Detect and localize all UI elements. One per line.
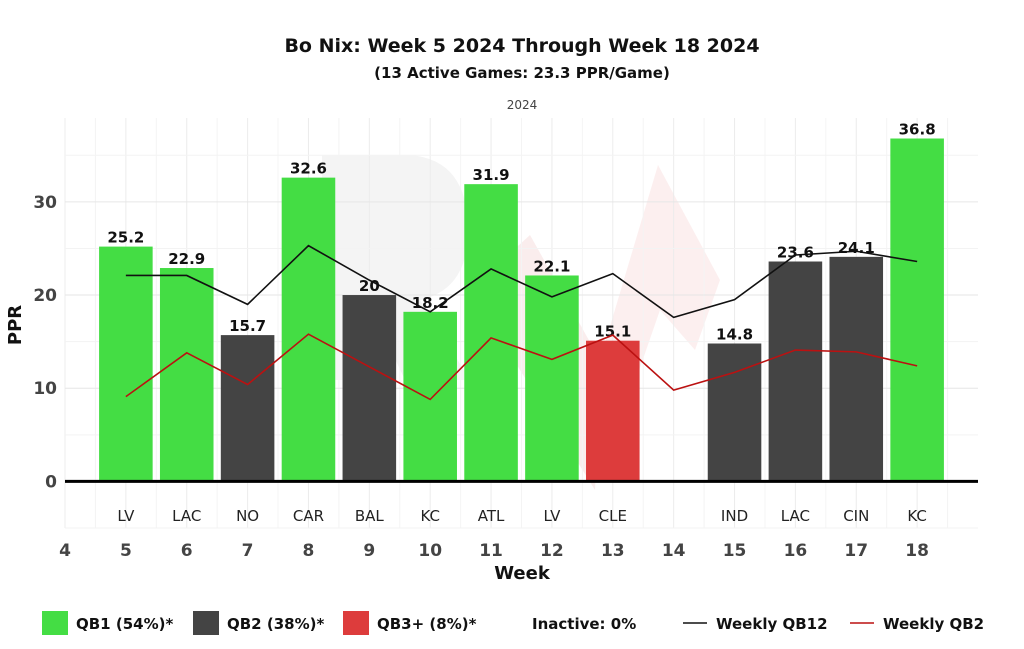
legend-label-2: QB3+ (8%)*: [377, 615, 477, 633]
x-tick-label: 5: [120, 541, 132, 561]
bar-label-week-6: 22.9: [168, 250, 205, 268]
opponent-label-week-5: LV: [117, 507, 135, 525]
legend-label-4: Weekly QB12: [716, 615, 828, 633]
legend-label-3: Inactive: 0%: [532, 615, 636, 633]
legend-swatch-0: [42, 611, 68, 635]
series-line-weekly-qb2: [125, 333, 918, 401]
x-tick-label: 8: [303, 541, 315, 561]
x-tick-label: 11: [479, 541, 503, 561]
x-tick-label: 13: [601, 541, 625, 561]
bar-label-week-9: 20: [359, 277, 380, 295]
opponent-label-week-11: ATL: [478, 507, 505, 525]
opponent-label-week-7: NO: [236, 507, 259, 525]
x-tick-label: 10: [418, 541, 442, 561]
series-line-weekly-qb12: [125, 244, 918, 319]
legend-swatch-1: [193, 611, 219, 635]
chart-subtitle: (13 Active Games: 23.3 PPR/Game): [374, 64, 670, 82]
opponent-label-week-6: LAC: [172, 507, 201, 525]
legend: QB1 (54%)* QB2 (38%)* QB3+ (8%)* Inactive: …: [42, 611, 984, 635]
facet-label: 2024: [507, 98, 538, 112]
bar-label-week-13: 15.1: [594, 323, 631, 341]
legend-label-0: QB1 (54%)*: [76, 615, 173, 633]
y-tick-label: 30: [33, 193, 57, 213]
legend-label-5: Weekly QB2: [883, 615, 984, 633]
opponent-label-week-15: IND: [721, 507, 748, 525]
bar-week-17: [829, 256, 884, 482]
bar-week-6: [159, 268, 214, 482]
bar-week-15: [707, 343, 762, 482]
opponent-label-week-12: LV: [543, 507, 561, 525]
bar-week-11: [464, 184, 518, 482]
legend-label-1: QB2 (38%)*: [227, 615, 324, 633]
bar-label-week-15: 14.8: [716, 326, 753, 344]
bar-week-12: [525, 275, 579, 482]
bar-week-18: [890, 138, 944, 482]
bar-week-10: [403, 311, 457, 482]
bar-label-week-18: 36.8: [899, 121, 936, 139]
opponent-label-week-9: BAL: [355, 507, 385, 525]
y-tick-label: 10: [33, 379, 57, 399]
bar-week-13: [586, 340, 640, 482]
bar-label-week-16: 23.6: [777, 244, 814, 262]
x-tick-label: 6: [181, 541, 193, 561]
bar-week-8: [281, 177, 336, 482]
chart-title: Bo Nix: Week 5 2024 Through Week 18 2024: [284, 35, 759, 57]
opponent-label-week-16: LAC: [781, 507, 810, 525]
bar-label-week-5: 25.2: [107, 229, 144, 247]
x-tick-label: 12: [540, 541, 564, 561]
x-tick-label: 15: [723, 541, 747, 561]
x-tick-label: 4: [59, 541, 71, 561]
y-tick-label: 0: [45, 472, 57, 492]
bar-week-16: [768, 261, 823, 482]
bar-week-7: [220, 335, 275, 482]
bar-week-5: [99, 246, 153, 482]
x-tick-label: 17: [844, 541, 868, 561]
x-axis-title: Week: [494, 563, 551, 584]
bar-label-week-7: 15.7: [229, 317, 266, 335]
opponent-label-week-10: KC: [420, 507, 440, 525]
x-tick-label: 7: [242, 541, 254, 561]
x-tick-label: 9: [363, 541, 375, 561]
bar-label-week-8: 32.6: [290, 160, 327, 178]
opponent-label-week-13: CLE: [599, 507, 627, 525]
opponent-label-week-17: CIN: [843, 507, 869, 525]
bar-label-week-12: 22.1: [533, 257, 570, 275]
opponent-label-week-8: CAR: [293, 507, 324, 525]
y-axis-title: PPR: [5, 305, 26, 345]
x-tick-label: 18: [905, 541, 929, 561]
x-tick-label: 14: [662, 541, 686, 561]
opponent-label-week-18: KC: [907, 507, 927, 525]
bar-week-9: [342, 295, 397, 482]
y-tick-label: 20: [33, 286, 57, 306]
x-tick-label: 16: [784, 541, 808, 561]
bar-label-week-11: 31.9: [473, 166, 510, 184]
plot-area: 25.2LV22.9LAC15.7NO32.6CAR20BAL18.2KC31.…: [33, 118, 978, 561]
legend-swatch-2: [343, 611, 369, 635]
